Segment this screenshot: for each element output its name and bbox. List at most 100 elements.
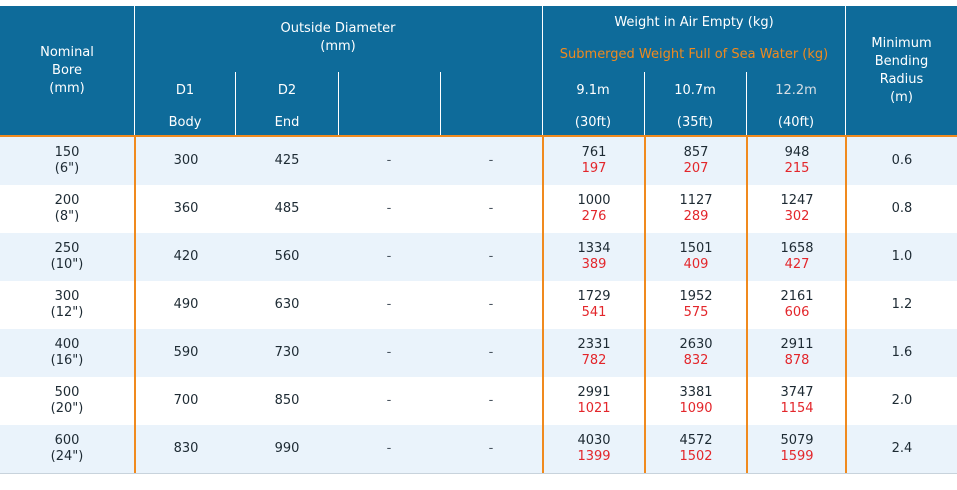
weight-air: 2991 <box>577 385 611 400</box>
weight-submerged: 276 <box>581 209 607 224</box>
d2-cell: 850 <box>274 393 300 408</box>
d2-cell: 990 <box>274 441 300 456</box>
header-divider <box>746 72 747 136</box>
weight-air: 1501 <box>679 241 713 256</box>
weight-air: 1334 <box>577 241 611 256</box>
bore-inch: (10") <box>50 257 84 272</box>
empty-cell: - <box>488 297 494 312</box>
body-header: Body <box>168 114 202 130</box>
table-row: 400 (16") 590 730 - - 2331 782 2630 832 291… <box>0 329 957 377</box>
table-row: 250 (10") 420 560 - - 1334 389 1501 409 165… <box>0 233 957 281</box>
weight-35ft-cell: 4572 1502 <box>646 425 746 473</box>
weight-35ft-cell: 1501 409 <box>646 233 746 281</box>
header-divider <box>542 6 543 136</box>
bore-inch: (12") <box>50 305 84 320</box>
header-divider <box>440 72 441 136</box>
weight-submerged: 541 <box>581 305 607 320</box>
weight-submerged-header: Submerged Weight Full of Sea Water (kg) <box>559 46 829 62</box>
bending-radius-cell: 1.2 <box>891 297 913 312</box>
weight-submerged: 878 <box>784 353 810 368</box>
column-divider <box>845 137 847 473</box>
bending-radius-cell: 1.6 <box>891 345 913 360</box>
weight-submerged: 1399 <box>577 449 611 464</box>
weight-30ft-cell: 1000 276 <box>544 185 644 233</box>
header-divider <box>845 6 846 136</box>
table-bottom-rule <box>0 473 957 474</box>
weight-submerged: 427 <box>784 257 810 272</box>
weight-air-header: Weight in Air Empty (kg) <box>614 14 774 30</box>
weight-submerged: 1154 <box>780 401 814 416</box>
bore-cell: 400 (16") <box>0 329 134 377</box>
weight-air: 2331 <box>577 337 611 352</box>
d2-header: D2 <box>277 82 297 98</box>
weight-30ft-cell: 4030 1399 <box>544 425 644 473</box>
weight-35ft-cell: 2630 832 <box>646 329 746 377</box>
weight-air: 1000 <box>577 193 611 208</box>
empty-cell: - <box>386 249 392 264</box>
bore-cell: 250 (10") <box>0 233 134 281</box>
weight-submerged: 575 <box>683 305 709 320</box>
weight-40ft-cell: 948 215 <box>748 137 846 185</box>
weight-submerged: 197 <box>581 161 607 176</box>
column-divider <box>542 137 544 473</box>
weight-40ft-cell: 1247 302 <box>748 185 846 233</box>
bending-radius-cell: 0.8 <box>891 201 913 216</box>
weight-submerged: 832 <box>683 353 709 368</box>
header-divider <box>134 6 135 136</box>
bore-cell: 600 (24") <box>0 425 134 473</box>
weight-40ft-cell: 3747 1154 <box>748 377 846 425</box>
bore-inch: (6") <box>54 161 80 176</box>
length-10-7-header: 10.7m <box>674 82 716 98</box>
table-row: 600 (24") 830 990 - - 4030 1399 4572 1502 5… <box>0 425 957 473</box>
weight-air: 3747 <box>780 385 814 400</box>
empty-cell: - <box>386 393 392 408</box>
bore-cell: 200 (8") <box>0 185 134 233</box>
bore-mm: 300 <box>54 289 80 304</box>
outside-diameter-header: Outside Diameter (mm) <box>280 21 396 54</box>
table-row: 150 (6") 300 425 - - 761 197 857 207 948 215… <box>0 137 957 185</box>
weight-submerged: 1502 <box>679 449 713 464</box>
weight-35ft-cell: 3381 1090 <box>646 377 746 425</box>
d2-cell: 730 <box>274 345 300 360</box>
column-divider <box>746 137 748 473</box>
weight-40ft-cell: 5079 1599 <box>748 425 846 473</box>
bore-mm: 250 <box>54 241 80 256</box>
empty-cell: - <box>488 249 494 264</box>
d1-cell: 420 <box>173 249 199 264</box>
weight-submerged: 289 <box>683 209 709 224</box>
empty-cell: - <box>488 345 494 360</box>
bore-cell: 500 (20") <box>0 377 134 425</box>
weight-air: 5079 <box>780 433 814 448</box>
feet-35-header: (35ft) <box>676 114 714 130</box>
min-bending-radius-header: Minimum Bending Radius (m) <box>871 36 932 105</box>
header-divider <box>235 72 236 136</box>
bore-inch: (24") <box>50 449 84 464</box>
empty-cell: - <box>488 201 494 216</box>
weight-30ft-cell: 1729 541 <box>544 281 644 329</box>
weight-submerged: 1090 <box>679 401 713 416</box>
empty-cell: - <box>488 393 494 408</box>
weight-submerged: 1599 <box>780 449 814 464</box>
weight-40ft-cell: 1658 427 <box>748 233 846 281</box>
weight-air: 2911 <box>780 337 814 352</box>
column-divider <box>644 137 646 473</box>
bore-mm: 200 <box>54 193 80 208</box>
bore-inch: (20") <box>50 401 84 416</box>
weight-air: 1952 <box>679 289 713 304</box>
weight-submerged: 409 <box>683 257 709 272</box>
table-row: 200 (8") 360 485 - - 1000 276 1127 289 1247… <box>0 185 957 233</box>
weight-air: 1127 <box>679 193 713 208</box>
d1-cell: 700 <box>173 393 199 408</box>
bending-radius-cell: 2.0 <box>891 393 913 408</box>
header-bottom-rule <box>0 135 957 137</box>
weight-30ft-cell: 761 197 <box>544 137 644 185</box>
weight-35ft-cell: 857 207 <box>646 137 746 185</box>
weight-air: 857 <box>683 145 709 160</box>
d1-header: D1 <box>175 82 195 98</box>
table-row: 300 (12") 490 630 - - 1729 541 1952 575 216… <box>0 281 957 329</box>
weight-air: 761 <box>581 145 607 160</box>
empty-cell: - <box>386 441 392 456</box>
weight-air: 4572 <box>679 433 713 448</box>
d2-cell: 485 <box>274 201 300 216</box>
